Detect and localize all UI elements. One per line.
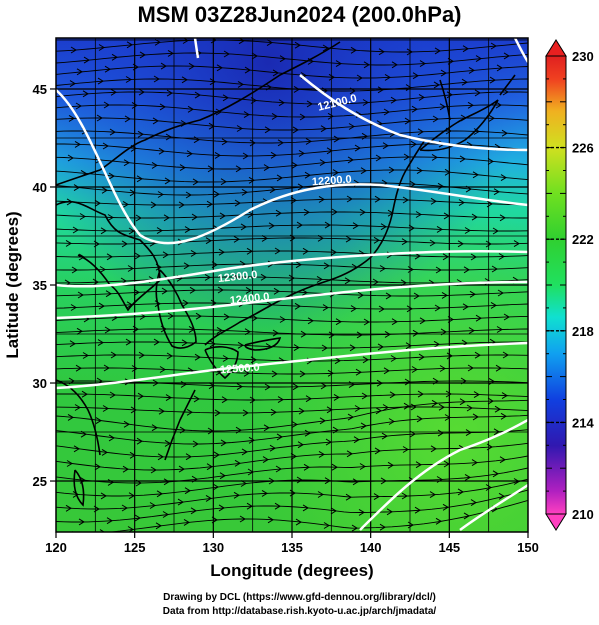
y-axis-label: Latitude (degrees) <box>3 211 22 358</box>
y-tick-label: 40 <box>33 180 47 195</box>
x-tick-label: 130 <box>202 540 224 555</box>
colorbar-min-triangle <box>545 513 567 531</box>
graticule <box>56 38 528 532</box>
contour-label: 12400.0 <box>229 291 270 307</box>
x-tick-label: 150 <box>517 540 539 555</box>
x-axis: 120 125 130 135 140 145 150 <box>45 532 539 555</box>
x-tick-label: 125 <box>124 540 146 555</box>
contour-label: 12300.0 <box>217 269 258 285</box>
y-tick-label: 30 <box>33 376 47 391</box>
colorbar-tick-label: 210 <box>572 507 594 522</box>
colorbar-tick-label: 218 <box>572 324 594 339</box>
y-tick-label: 35 <box>33 278 47 293</box>
y-tick-label: 45 <box>33 82 47 97</box>
map-title: MSM 03Z28Jun2024 (200.0hPa) <box>137 2 462 27</box>
x-tick-label: 135 <box>281 540 303 555</box>
credit-drawing: Drawing by DCL (https://www.gfd-dennou.o… <box>163 592 436 603</box>
colorbar: 230 226 222 218 214 210 <box>545 39 594 531</box>
x-tick-label: 140 <box>360 540 382 555</box>
colorbar-tick-label: 226 <box>572 141 594 156</box>
y-tick-label: 25 <box>33 474 47 489</box>
credit-data-source: Data from http://database.rish.kyoto-u.a… <box>162 606 437 617</box>
x-tick-label: 120 <box>45 540 67 555</box>
colorbar-tick-label: 222 <box>572 232 594 247</box>
geopotential-contours <box>56 38 528 532</box>
colorbar-max-triangle <box>545 39 567 57</box>
x-axis-label: Longitude (degrees) <box>210 561 373 580</box>
x-tick-label: 145 <box>438 540 460 555</box>
y-axis: 25 30 35 40 45 <box>33 82 56 489</box>
contour-label: 12500.0 <box>220 362 261 377</box>
colorbar-tick-label: 230 <box>572 49 594 64</box>
contour-label: 12200.0 <box>312 174 353 189</box>
colorbar-tick-label: 214 <box>572 415 594 430</box>
